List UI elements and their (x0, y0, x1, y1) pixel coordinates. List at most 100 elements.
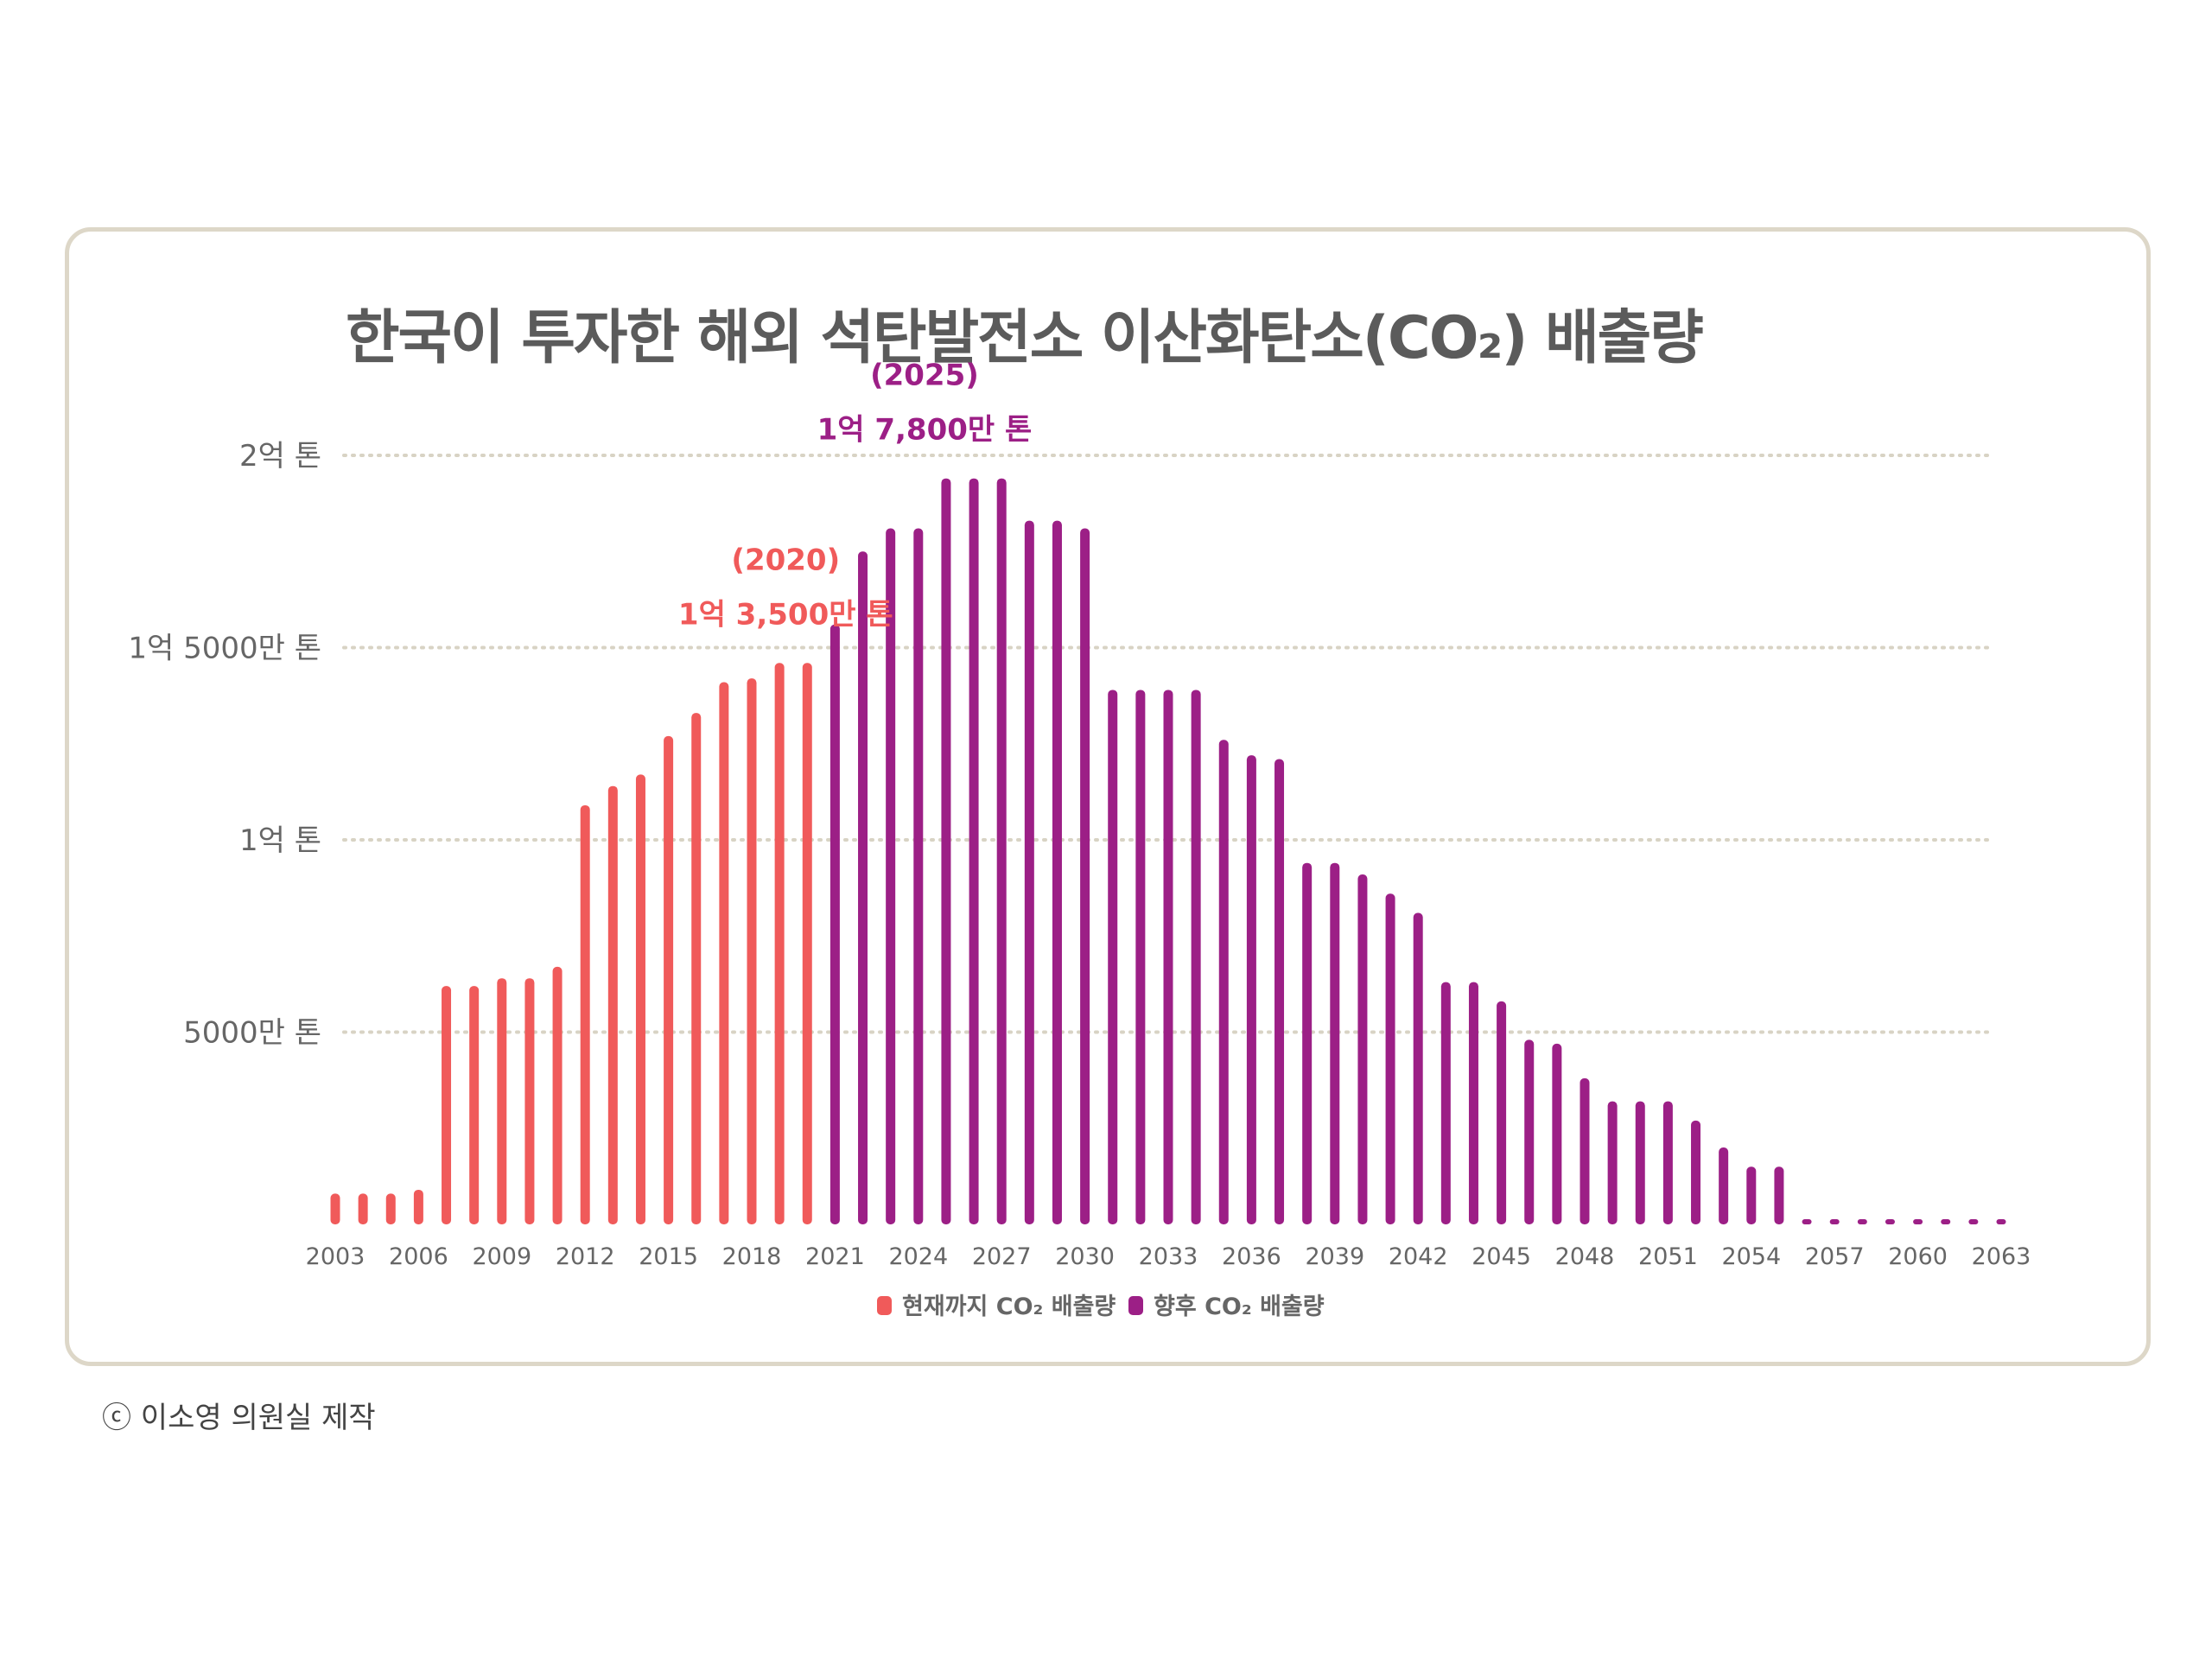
bar (1274, 759, 1285, 1224)
bar (635, 774, 645, 1224)
bar (1413, 912, 1423, 1224)
bar (719, 682, 729, 1224)
bar (469, 986, 480, 1224)
y-tick-label: 2억 톤 (239, 439, 321, 474)
annotation-value: 1억 7,800만 톤 (817, 413, 1033, 448)
bar (1108, 690, 1118, 1224)
x-tick-label: 2063 (1972, 1243, 2031, 1270)
x-tick-label: 2009 (472, 1243, 531, 1270)
legend-label: 향후 CO₂ 배출량 (1154, 1294, 1325, 1320)
chart-title: 한국이 투자한 해외 석탄발전소 이산화탄소(CO₂) 배출량 (346, 304, 1704, 372)
x-tick-label: 2033 (1139, 1243, 1198, 1270)
bar (1996, 1219, 2006, 1224)
bar (1385, 893, 1395, 1224)
x-tick-label: 2048 (1555, 1243, 1615, 1270)
bar (1440, 982, 1451, 1224)
bar (1857, 1219, 1867, 1224)
bar (774, 663, 785, 1224)
chart-card (65, 227, 2151, 1366)
bar (1330, 862, 1340, 1224)
bar (747, 678, 757, 1224)
x-tick-label: 2051 (1638, 1243, 1698, 1270)
bar (524, 978, 535, 1224)
bar (1662, 1101, 1673, 1224)
x-tick-label: 2042 (1389, 1243, 1448, 1270)
bar (1468, 982, 1478, 1224)
bar (1829, 1219, 1840, 1224)
x-tick-label: 2057 (1805, 1243, 1865, 1270)
bar (1802, 1219, 1812, 1224)
bar (330, 1193, 340, 1224)
bar (996, 478, 1007, 1224)
bar (1691, 1120, 1701, 1224)
bar (858, 551, 868, 1224)
x-tick-label: 2021 (805, 1243, 865, 1270)
bar (1524, 1039, 1535, 1224)
bar (580, 804, 590, 1224)
bar (1580, 1077, 1590, 1224)
bar (1302, 862, 1313, 1224)
bar (664, 735, 674, 1224)
x-tick-label: 2027 (972, 1243, 1032, 1270)
x-tick-label: 2012 (556, 1243, 615, 1270)
bar (358, 1193, 368, 1224)
annotation-year: (2025) (870, 359, 979, 393)
credit-text: ⓒ 이소영 의원실 제작 (102, 1401, 376, 1435)
bar (1052, 520, 1062, 1224)
bar (497, 978, 507, 1224)
x-tick-label: 2045 (1471, 1243, 1531, 1270)
bar (1607, 1101, 1618, 1224)
bar (802, 663, 812, 1224)
x-tick-label: 2006 (389, 1243, 448, 1270)
x-tick-label: 2060 (1888, 1243, 1948, 1270)
bar (442, 986, 452, 1224)
y-tick-label: 5000만 톤 (183, 1016, 321, 1051)
bar (1719, 1147, 1729, 1224)
annotation-year: (2020) (731, 543, 840, 577)
bar (1774, 1166, 1784, 1224)
y-tick-label: 1억 5000만 톤 (128, 632, 321, 666)
bar (1218, 740, 1229, 1224)
bar (1497, 1001, 1507, 1224)
x-tick-label: 2018 (722, 1243, 782, 1270)
bar (607, 785, 618, 1224)
bar (1163, 690, 1173, 1224)
bar (1552, 1043, 1562, 1224)
bar (1191, 690, 1201, 1224)
legend-label: 현재까지 CO₂ 배출량 (902, 1294, 1116, 1320)
bar (1746, 1166, 1757, 1224)
bar (1885, 1219, 1895, 1224)
x-tick-label: 2036 (1222, 1243, 1281, 1270)
bars (330, 478, 2006, 1224)
bar (1968, 1219, 1979, 1224)
bar (830, 624, 840, 1224)
bar (1635, 1101, 1645, 1224)
annotations: (2020) 1억 3,500만 톤 (2025) 1억 7,800만 톤 (678, 359, 1032, 632)
x-tick-label: 2003 (306, 1243, 365, 1270)
bar (1024, 520, 1034, 1224)
x-tick-label: 2039 (1305, 1243, 1364, 1270)
bar (1941, 1219, 1951, 1224)
bar (385, 1193, 396, 1224)
legend: 현재까지 CO₂ 배출량 향후 CO₂ 배출량 (877, 1294, 1325, 1320)
bar (1246, 755, 1256, 1224)
y-tick-label: 1억 톤 (239, 823, 321, 858)
bar (1357, 874, 1368, 1224)
bar (1913, 1219, 1923, 1224)
x-axis-ticks: 2003 2006 2009 2012 2015 2018 2021 2024 2027 2030… (306, 1243, 2031, 1270)
legend-swatch (1128, 1296, 1143, 1315)
bar (552, 966, 563, 1224)
y-axis-ticks: 5000만 톤 1억 톤 1억 5000만 톤 2억 톤 (128, 439, 321, 1051)
legend-swatch (877, 1296, 892, 1315)
x-tick-label: 2024 (888, 1243, 948, 1270)
bar (886, 528, 896, 1224)
bar (691, 713, 702, 1224)
bar (969, 478, 979, 1224)
bar (1135, 690, 1146, 1224)
bar (1080, 528, 1090, 1224)
x-tick-label: 2054 (1721, 1243, 1781, 1270)
bar (941, 478, 951, 1224)
bar (413, 1189, 423, 1224)
x-tick-label: 2015 (639, 1243, 698, 1270)
